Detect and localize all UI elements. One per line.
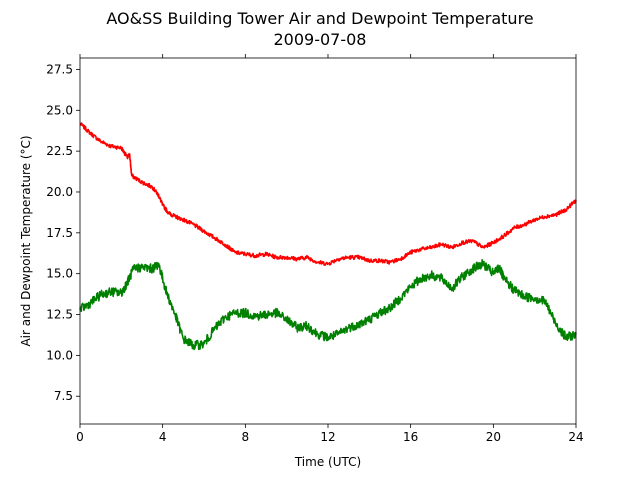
x-tick-label: 8 [242,430,250,444]
series-line-1 [79,122,577,266]
chart-subtitle: 2009-07-08 [274,30,367,49]
y-axis-label: Air and Dewpoint Temperature (°C) [19,135,33,346]
x-axis-label: Time (UTC) [294,455,361,469]
x-tick-label: 20 [486,430,501,444]
x-tick-label: 4 [159,430,167,444]
y-tick-label: 20.0 [46,185,73,199]
y-tick-label: 17.5 [46,226,73,240]
y-tick-label: 27.5 [46,62,73,76]
x-tick-label: 12 [320,430,335,444]
series-layer [79,122,577,351]
x-tick-label: 24 [568,430,583,444]
plot-frame [79,57,577,425]
x-tick-label: 16 [403,430,418,444]
y-tick-label: 7.5 [54,389,73,403]
chart-title: AO&SS Building Tower Air and Dewpoint Te… [106,9,533,28]
y-tick-label: 12.5 [46,308,73,322]
y-tick-label: 22.5 [46,144,73,158]
ticks-layer: 0 4 8 12 16 20 24 7.5 10.0 12.5 15.0 17.5 20.0 22.5 25… [46,54,584,444]
y-tick-label: 25.0 [46,103,73,117]
y-tick-label: 10.0 [46,348,73,362]
y-tick-label: 15.0 [46,267,73,281]
series-line-2 [79,258,577,351]
x-tick-label: 0 [76,430,84,444]
